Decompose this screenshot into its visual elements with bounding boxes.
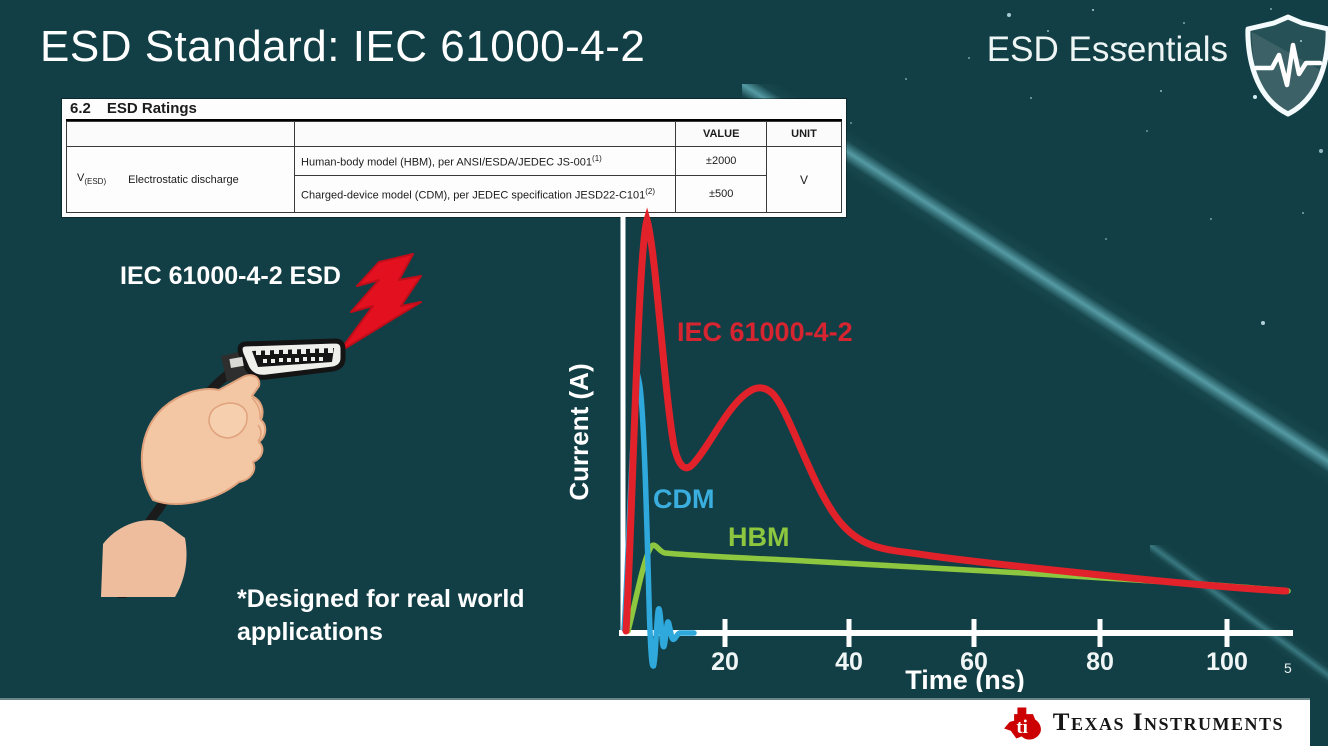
footer-bar: ti Texas Instruments: [0, 700, 1310, 746]
page-title: ESD Standard: IEC 61000-4-2: [40, 22, 646, 71]
footnote-line1: *Designed for real world: [237, 585, 525, 613]
x-axis-title: Time (ns): [905, 665, 1025, 692]
footer-brand-text: Texas Instruments: [1052, 709, 1284, 736]
tick-80: 80: [1086, 648, 1114, 676]
symbol: V(ESD): [77, 172, 107, 187]
header-unit: UNIT: [765, 121, 843, 147]
iec-curve: [622, 207, 1290, 635]
hand-hdmi-esd-illustration: [101, 253, 422, 598]
footnote-line2: applications: [237, 617, 383, 646]
parameter-label: Electrostatic discharge: [128, 173, 239, 186]
y-axis-title: Current (A): [564, 363, 594, 500]
ratings-grid: VALUE UNIT V(ESD) Electrostatic discharg…: [65, 121, 843, 213]
tick-40: 40: [835, 648, 863, 676]
header-empty: [65, 121, 296, 147]
footnote: *Designed for real world applications: [237, 583, 525, 648]
hbm-series-label: HBM: [728, 522, 790, 552]
shield-pulse-icon: [1245, 14, 1328, 117]
cell-hbm-value: ±2000: [675, 146, 767, 176]
header-value: VALUE: [675, 121, 767, 147]
tick-20: 20: [711, 648, 739, 676]
x-tick-labels: 20 40 60 80 100: [711, 648, 1248, 676]
section-number: 6.2: [70, 100, 91, 117]
x-axis-ticks: [722, 619, 1230, 647]
cell-unit: V: [765, 146, 843, 213]
tick-60: 60: [960, 648, 988, 676]
ti-logo-icon: ti: [1003, 707, 1041, 740]
svg-text:ti: ti: [1016, 717, 1028, 738]
esd-ratings-table: 6.2 ESD Ratings VALUE UNIT V(ESD) Electr…: [62, 99, 846, 217]
header-empty-desc: [294, 121, 677, 147]
section-name: ESD Ratings: [106, 100, 197, 117]
hdmi-connector-icon: [221, 338, 346, 382]
page-number: 5: [1284, 660, 1292, 676]
esd-waveform-chart: 20 40 60 80 100 Time (ns) Current (A) IE…: [564, 207, 1293, 692]
hand-illustration: [101, 374, 267, 597]
cell-hbm-desc: Human-body model (HBM), per ANSI/ESDA/JE…: [294, 146, 677, 176]
cell-cdm-value: ±500: [675, 175, 767, 213]
brand-esd-essentials: ESD Essentials: [986, 30, 1228, 69]
cell-symbol-parameter: V(ESD) Electrostatic discharge: [65, 146, 296, 213]
background-star-dots: [0, 0, 2, 2]
tick-100: 100: [1206, 648, 1248, 676]
table-section-title: 6.2 ESD Ratings: [66, 99, 842, 121]
illustration-label: IEC 61000-4-2 ESD: [120, 262, 341, 290]
cdm-series-label: CDM: [653, 484, 715, 514]
lightning-bolt-icon: [338, 253, 422, 353]
iec-series-label: IEC 61000-4-2: [677, 317, 853, 347]
cell-cdm-desc: Charged-device model (CDM), per JEDEC sp…: [294, 175, 677, 213]
